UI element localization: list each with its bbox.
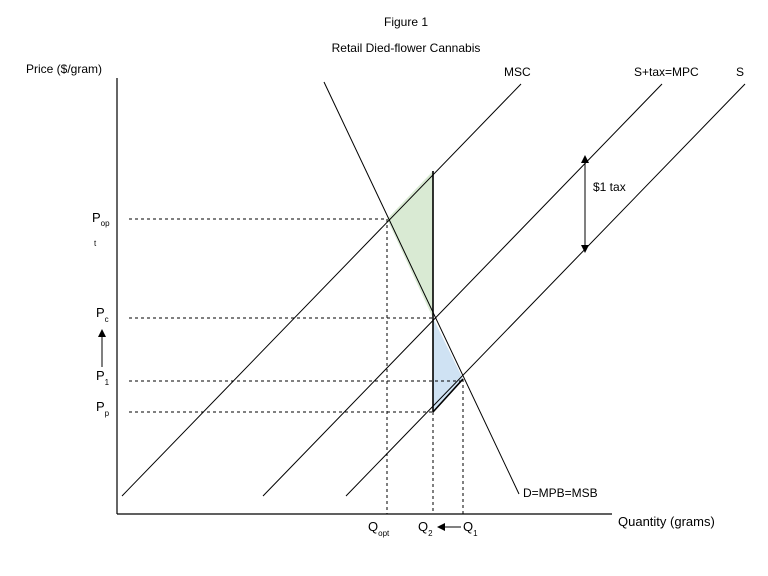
tax-label: $1 tax — [593, 180, 626, 194]
supply-curve — [345, 83, 746, 497]
y-axis-label: Price ($/gram) — [26, 62, 102, 76]
figure-title: Retail Died-flower Cannabis — [332, 41, 481, 55]
p-opt-label-below: t — [94, 239, 97, 248]
msc-curve — [121, 83, 522, 497]
deadweight-loss-green-area — [387, 171, 433, 318]
mpc-curve — [262, 83, 663, 497]
deadweight-loss-blue-area — [433, 318, 463, 412]
x-axis-label: Quantity (grams) — [618, 514, 715, 529]
mpc-label: S+tax=MPC — [634, 65, 699, 79]
demand-label: D=MPB=MSB — [523, 486, 598, 500]
blue-area-supply-edge — [432, 378, 464, 413]
s-label: S — [736, 65, 744, 79]
p-p-label: Pp — [96, 399, 110, 418]
figure-number: Figure 1 — [384, 15, 428, 29]
msc-label: MSC — [504, 65, 531, 79]
demand-curve — [323, 81, 520, 495]
q-opt-label: Qopt — [368, 519, 390, 538]
p-1-label: P1 — [96, 368, 110, 387]
p-opt-label: Pop — [92, 210, 110, 228]
q-2-label: Q2 — [418, 519, 433, 538]
p-c-label: Pc — [96, 305, 109, 324]
q-1-label: Q1 — [463, 519, 478, 538]
